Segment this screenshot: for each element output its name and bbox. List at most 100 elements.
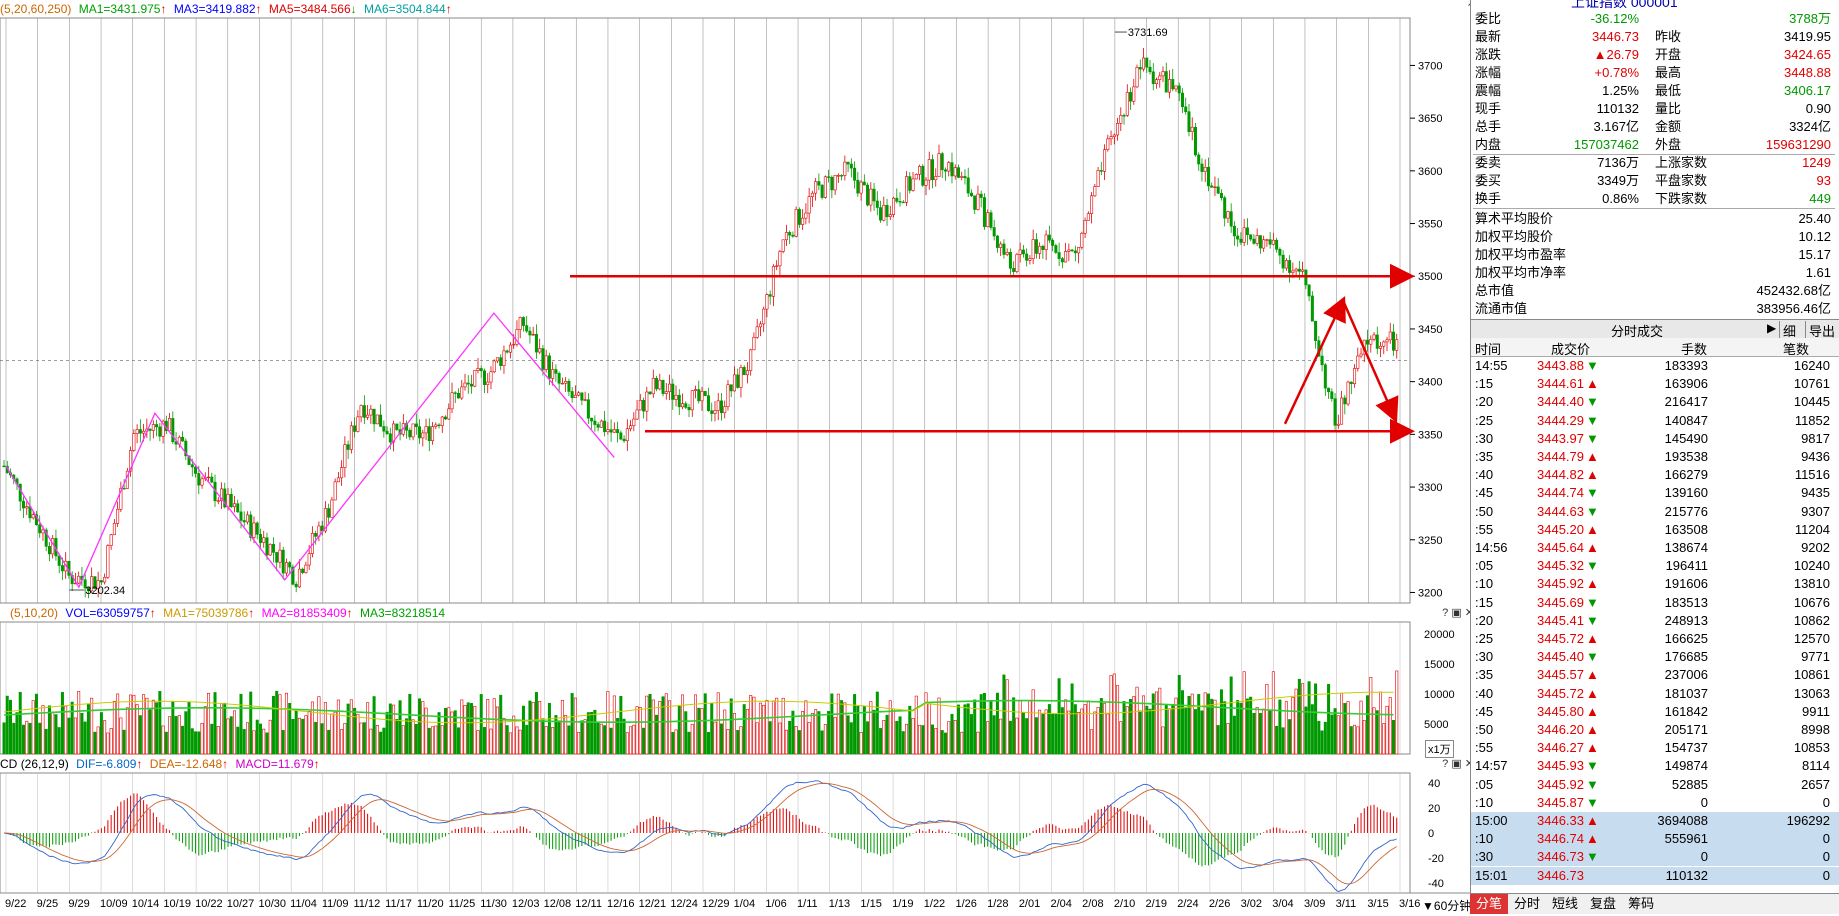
tick-row[interactable]: :35 3444.79 ▲ 193538 9436 xyxy=(1471,448,1839,466)
tick-row[interactable]: :05 3445.32 ▼ 196411 10240 xyxy=(1471,557,1839,575)
volume-bar xyxy=(1116,685,1120,755)
tick-count: 10240 xyxy=(1793,558,1830,574)
tick-time: :30 xyxy=(1475,649,1494,665)
candle-body xyxy=(466,382,470,385)
candle-body xyxy=(960,176,964,178)
volume-bar xyxy=(528,700,532,755)
ticks-detail-button[interactable]: 细 xyxy=(1779,321,1796,340)
tick-row[interactable]: 14:57 3445.93 ▼ 149874 8114 xyxy=(1471,757,1839,775)
tick-row[interactable]: :55 3446.27 ▲ 154737 10853 xyxy=(1471,739,1839,757)
tick-row[interactable]: :45 3444.74 ▼ 139160 9435 xyxy=(1471,484,1839,502)
volume-bar xyxy=(405,718,409,755)
candle-body xyxy=(288,562,292,568)
tick-price: 3445.72 xyxy=(1537,631,1584,646)
tick-row[interactable]: :25 3445.72 ▲ 166625 12570 xyxy=(1471,630,1839,648)
volume-bar xyxy=(1187,696,1191,755)
tick-row[interactable]: :20 3445.41 ▼ 248913 10862 xyxy=(1471,612,1839,630)
ticks-export-button[interactable]: 导出 xyxy=(1805,321,1835,340)
macd-pane-controls[interactable]: ? ▣ ✕ xyxy=(1442,758,1474,770)
tick-count: 9436 xyxy=(1801,449,1830,464)
tick-row[interactable]: :20 3444.40 ▼ 216417 10445 xyxy=(1471,393,1839,411)
col-time: 时间 xyxy=(1475,342,1502,357)
candle-body xyxy=(612,429,616,433)
candle-body xyxy=(1174,85,1178,90)
stats-row: 加权平均股价 10.12 xyxy=(1473,228,1835,246)
candle-body xyxy=(1229,211,1233,227)
tick-row[interactable]: 15:01 3446.73 110132 0 xyxy=(1471,866,1839,885)
volume-bar xyxy=(1346,701,1350,755)
volume-bar xyxy=(719,723,723,755)
candle-body xyxy=(801,217,805,225)
candle-body xyxy=(1252,238,1256,244)
volume-bar xyxy=(155,702,159,755)
volume-bar xyxy=(1210,698,1214,755)
candle-body xyxy=(638,400,642,411)
bottom-tab[interactable]: 分时 xyxy=(1514,896,1541,911)
tick-row[interactable]: :30 3445.40 ▼ 176685 9771 xyxy=(1471,648,1839,666)
tick-time: :35 xyxy=(1475,667,1494,683)
tick-price: 3445.64 xyxy=(1537,540,1584,555)
candle-body xyxy=(1206,166,1210,187)
volume-bar xyxy=(1314,683,1318,755)
tick-row[interactable]: :50 3446.20 ▲ 205171 8998 xyxy=(1471,721,1839,739)
tick-row[interactable]: :50 3444.63 ▼ 215776 9307 xyxy=(1471,503,1839,521)
vol-label: VOL=63059757 xyxy=(65,606,150,620)
bottom-tab[interactable]: 分笔 xyxy=(1470,894,1509,914)
candle-body xyxy=(194,466,198,474)
tick-row[interactable]: :45 3445.80 ▲ 161842 9911 xyxy=(1471,703,1839,721)
volume-bar xyxy=(674,729,678,755)
date-tick-label: 3/15 xyxy=(1367,898,1388,910)
candle-body xyxy=(651,377,655,395)
volume-bar xyxy=(239,693,243,755)
volume-bar xyxy=(41,705,45,755)
zigzag-line xyxy=(5,312,615,589)
volume-bar xyxy=(21,724,25,755)
tick-row[interactable]: :10 3445.87 ▼ 0 0 xyxy=(1471,794,1839,812)
macd-tick-label: -40 xyxy=(1428,878,1444,890)
candle-body xyxy=(1067,249,1071,252)
ticks-arrow-icon[interactable]: ▶ xyxy=(1767,321,1777,335)
volume-bar xyxy=(905,723,909,755)
period-label[interactable]: ▼60分钟 xyxy=(1422,899,1472,913)
volume-bar xyxy=(414,723,418,755)
volume-bar xyxy=(801,711,805,755)
tick-row[interactable]: :25 3444.29 ▼ 140847 11852 xyxy=(1471,412,1839,430)
volume-bar xyxy=(1226,723,1230,755)
candle-body xyxy=(1307,284,1311,297)
bottom-tab[interactable]: 筹码 xyxy=(1628,896,1655,911)
candle-body xyxy=(1379,345,1383,349)
kline-chart-area[interactable]: 9/22 9/25 9/29 10/09 10/14 10/19 10/22 10/27 10/… xyxy=(0,0,1480,913)
volume-bar xyxy=(1132,696,1136,755)
tick-row[interactable]: :15 3445.69 ▼ 183513 10676 xyxy=(1471,594,1839,612)
volume-bar xyxy=(534,692,538,755)
tick-row[interactable]: :10 3445.92 ▲ 191606 13810 xyxy=(1471,575,1839,593)
candle-body xyxy=(619,432,623,440)
tick-row[interactable]: :40 3444.82 ▲ 166279 11516 xyxy=(1471,466,1839,484)
tick-row[interactable]: :15 3444.61 ▲ 163906 10761 xyxy=(1471,375,1839,393)
kline-chart-svg[interactable]: 9/22 9/25 9/29 10/09 10/14 10/19 10/22 10/27 10/… xyxy=(0,0,1470,913)
candle-body xyxy=(1167,79,1171,93)
volume-pane-controls[interactable]: ? ▣ ✕ xyxy=(1442,607,1474,619)
bottom-tab[interactable]: 短线 xyxy=(1552,896,1579,911)
volume-bar xyxy=(200,722,204,755)
price-tick-label: 3400 xyxy=(1418,377,1442,389)
volume-bar xyxy=(1145,705,1149,755)
tick-row[interactable]: :05 3445.92 ▼ 52885 2657 xyxy=(1471,776,1839,794)
tick-direction-icon: ▲ xyxy=(1586,521,1599,537)
bottom-tab[interactable]: 复盘 xyxy=(1590,896,1617,911)
tick-row[interactable]: :40 3445.72 ▲ 181037 13063 xyxy=(1471,685,1839,703)
tick-row[interactable]: :55 3445.20 ▲ 163508 11204 xyxy=(1471,521,1839,539)
tick-row[interactable]: :30 3446.73 ▼ 0 0 xyxy=(1471,848,1839,867)
tick-row[interactable]: 14:56 3445.64 ▲ 138674 9202 xyxy=(1471,539,1839,557)
tick-row[interactable]: :35 3445.57 ▲ 237006 10861 xyxy=(1471,666,1839,684)
candle-body xyxy=(953,167,957,177)
tick-row[interactable]: 14:55 3443.88 ▼ 183393 16240 xyxy=(1471,357,1839,375)
candle-body xyxy=(560,382,564,385)
volume-bar xyxy=(973,699,977,755)
tick-row[interactable]: :30 3443.97 ▼ 145490 9817 xyxy=(1471,430,1839,448)
tick-row[interactable]: 15:00 3446.33 ▲ 3694088 196292 xyxy=(1471,812,1839,830)
candle-body xyxy=(732,374,736,392)
tick-row[interactable]: :10 3446.74 ▲ 555961 0 xyxy=(1471,830,1839,849)
candle-body xyxy=(275,552,279,563)
macd-header: CD (26,12,9) DIF=-6.809↑ DEA=-12.648↑ MA… xyxy=(0,757,320,771)
